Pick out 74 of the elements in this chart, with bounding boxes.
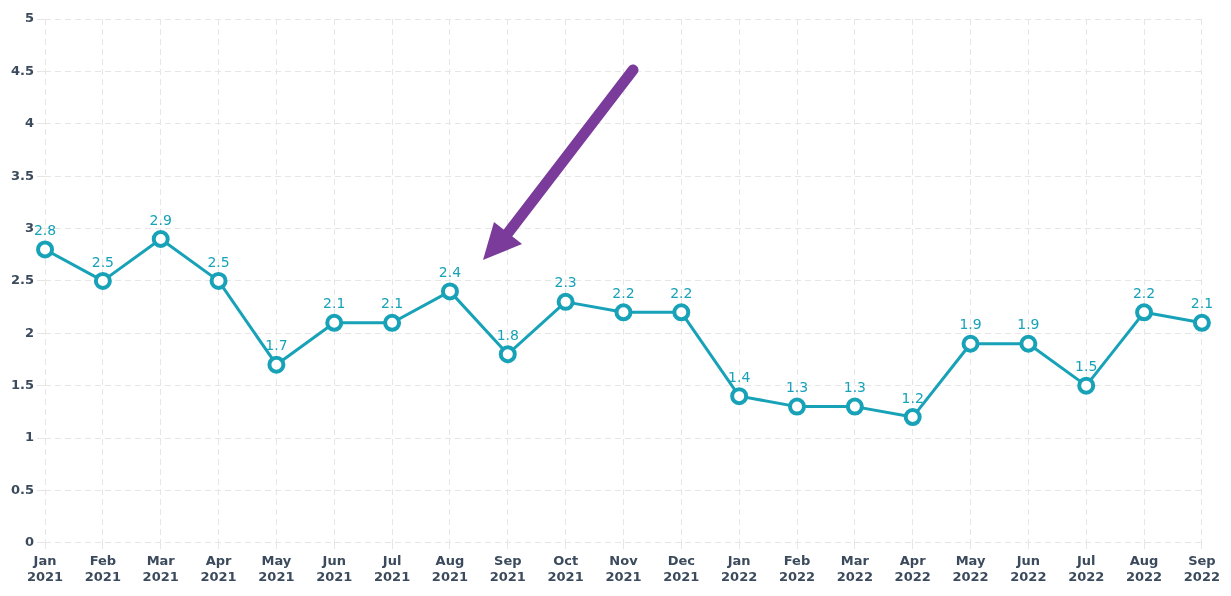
x-tick-label: Dec 2021 xyxy=(663,552,700,584)
x-tick-label: Mar 2022 xyxy=(836,552,873,584)
point xyxy=(209,271,228,290)
y-tick-label: 3 xyxy=(24,219,35,235)
data-label: 2.5 xyxy=(207,253,230,270)
x-tick-label: Jun 2022 xyxy=(1010,552,1047,584)
x-tick-label: Jan 2022 xyxy=(721,552,758,584)
point xyxy=(267,355,286,374)
data-label: 1.2 xyxy=(901,389,924,406)
data-label: 1.8 xyxy=(496,326,519,343)
data-label: 1.3 xyxy=(785,379,809,396)
y-tick-label: 0.5 xyxy=(11,481,35,497)
data-label: 2.4 xyxy=(438,264,462,281)
data-label: 2.8 xyxy=(33,222,57,239)
data-label: 2.3 xyxy=(554,274,577,291)
point xyxy=(672,303,691,322)
x-tick-label: Feb 2022 xyxy=(778,552,816,584)
x-tick-label: Jul 2021 xyxy=(374,552,411,584)
x-tick-label: Jan 2021 xyxy=(26,552,64,584)
y-tick-label: 1.5 xyxy=(11,377,35,393)
x-tick-label: Feb 2021 xyxy=(84,552,121,584)
x-tick-label: Aug 2021 xyxy=(431,552,469,584)
point xyxy=(440,282,459,301)
x-tick-label: Apr 2022 xyxy=(894,552,931,584)
x-tick-label: May 2021 xyxy=(258,552,295,584)
y-tick-label: 2.5 xyxy=(11,272,35,288)
x-tick-label: Aug 2022 xyxy=(1125,552,1163,584)
data-label: 2.1 xyxy=(1190,295,1214,312)
data-label: 2.1 xyxy=(323,295,346,312)
data-label: 2.1 xyxy=(380,295,404,312)
data-label: 1.4 xyxy=(728,368,751,385)
x-tick-label: May 2022 xyxy=(952,552,989,584)
x-tick-label: Jun 2021 xyxy=(316,552,353,584)
y-tick-label: 4.5 xyxy=(11,62,35,78)
point xyxy=(1135,303,1154,322)
point xyxy=(36,240,55,259)
point xyxy=(1192,313,1211,332)
x-tick-label: Oct 2021 xyxy=(547,552,584,584)
data-label: 2.2 xyxy=(670,284,693,301)
point xyxy=(961,334,980,353)
x-tick-label: Apr 2021 xyxy=(200,552,237,584)
data-label: 1.3 xyxy=(843,379,866,396)
x-tick-label: Jul 2022 xyxy=(1068,552,1105,584)
point xyxy=(93,271,112,290)
point xyxy=(614,303,633,322)
point xyxy=(1019,334,1038,353)
data-label: 2.9 xyxy=(149,211,172,228)
y-tick-label: 4 xyxy=(24,115,35,131)
data-label: 2.2 xyxy=(612,284,635,301)
point xyxy=(1077,376,1096,395)
point xyxy=(730,387,749,406)
point xyxy=(383,313,402,332)
data-label: 2.2 xyxy=(1132,284,1156,301)
point xyxy=(498,345,517,364)
point xyxy=(788,397,806,416)
y-tick-label: 5 xyxy=(24,10,35,26)
data-label: 1.9 xyxy=(1017,316,1040,333)
point xyxy=(556,292,575,311)
x-tick-label: Nov 2021 xyxy=(605,552,642,584)
y-tick-label: 1 xyxy=(24,429,35,445)
x-tick-label: Sep 2022 xyxy=(1183,552,1220,584)
point xyxy=(903,408,922,427)
data-label: 2.5 xyxy=(91,253,115,270)
x-tick-label: Sep 2021 xyxy=(489,552,526,584)
y-tick-label: 3.5 xyxy=(11,167,35,183)
data-label: 1.5 xyxy=(1075,358,1098,375)
x-tick-label: Mar 2021 xyxy=(142,552,179,584)
point xyxy=(151,230,170,248)
y-tick-label: 2 xyxy=(24,324,35,340)
y-tick-label: 0 xyxy=(24,534,35,550)
data-label: 1.7 xyxy=(265,337,288,354)
point xyxy=(325,313,344,332)
data-label: 1.9 xyxy=(959,316,982,333)
point xyxy=(845,397,864,416)
